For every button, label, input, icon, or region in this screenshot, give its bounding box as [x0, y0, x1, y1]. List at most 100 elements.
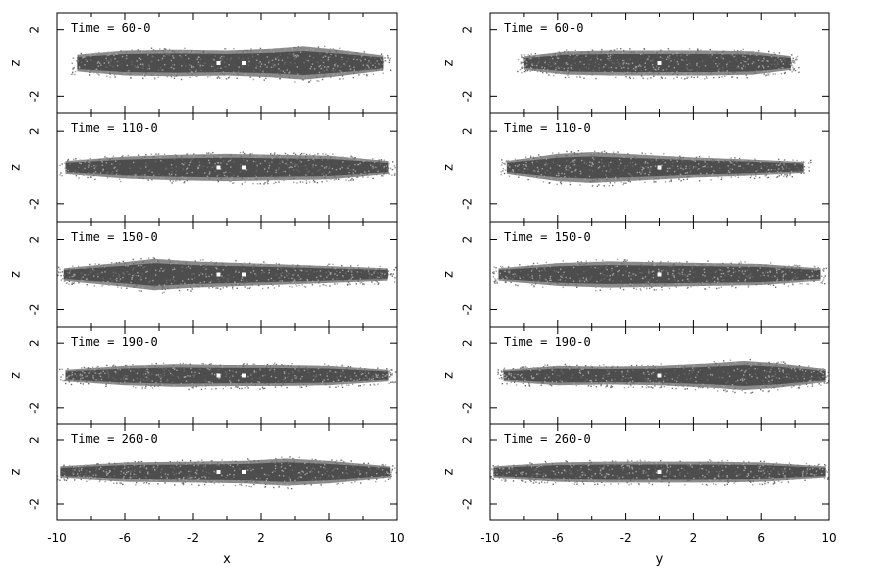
density-speck — [95, 366, 98, 369]
density-speck — [189, 460, 192, 462]
density-speck — [119, 368, 121, 371]
density-speck — [139, 465, 142, 468]
density-speck — [342, 369, 344, 372]
density-speck — [738, 157, 741, 160]
density-speck — [89, 370, 91, 372]
density-speck — [70, 73, 73, 75]
density-speck — [315, 76, 318, 78]
density-speck — [748, 368, 750, 370]
density-speck — [241, 65, 244, 68]
density-speck — [157, 464, 159, 467]
density-speck — [137, 66, 139, 68]
density-speck — [623, 66, 625, 69]
density-speck — [744, 392, 746, 394]
density-speck — [282, 365, 285, 367]
density-speck — [285, 178, 288, 181]
density-speck — [757, 59, 760, 61]
density-speck — [766, 74, 768, 76]
density-speck — [97, 65, 99, 67]
density-speck — [324, 45, 326, 48]
density-speck — [135, 66, 137, 69]
density-speck — [579, 76, 581, 78]
density-speck — [609, 51, 611, 53]
density-speck — [173, 384, 175, 386]
density-speck — [165, 48, 167, 51]
density-speck — [182, 362, 184, 365]
density-speck — [630, 284, 632, 287]
density-speck — [778, 52, 781, 54]
center-marker — [657, 272, 662, 277]
density-speck — [106, 369, 108, 371]
density-speck — [570, 67, 572, 69]
density-speck — [208, 477, 210, 479]
density-speck — [157, 483, 159, 485]
density-speck — [163, 291, 165, 293]
density-speck — [327, 60, 329, 62]
density-speck — [72, 379, 74, 382]
density-speck — [308, 170, 310, 172]
density-speck — [147, 54, 149, 56]
density-speck — [288, 476, 290, 479]
density-speck — [659, 262, 662, 264]
density-speck — [661, 57, 664, 59]
density-speck — [641, 172, 643, 174]
density-speck — [202, 259, 204, 261]
density-speck — [591, 381, 593, 383]
density-speck — [622, 169, 624, 172]
density-speck — [599, 272, 602, 275]
density-speck — [133, 274, 135, 276]
density-speck — [721, 177, 723, 179]
density-speck — [702, 166, 704, 168]
density-speck — [811, 383, 814, 385]
density-speck — [676, 160, 678, 163]
density-speck — [541, 68, 543, 70]
density-speck — [799, 267, 801, 269]
density-speck — [137, 265, 140, 267]
density-speck — [123, 273, 125, 275]
density-speck — [71, 371, 73, 374]
density-speck — [128, 175, 130, 177]
density-speck — [621, 155, 623, 157]
density-speck — [326, 180, 328, 182]
density-speck — [319, 374, 322, 376]
density-speck — [293, 51, 295, 53]
density-speck — [226, 474, 229, 477]
density-speck — [356, 158, 358, 161]
density-speck — [532, 158, 534, 161]
density-speck — [549, 279, 551, 282]
density-speck — [600, 279, 602, 281]
density-speck — [71, 465, 74, 468]
density-speck — [284, 48, 286, 51]
density-speck — [82, 280, 84, 282]
density-speck — [277, 63, 280, 65]
density-speck — [152, 56, 154, 58]
density-speck — [249, 262, 251, 264]
density-speck — [616, 258, 619, 261]
density-speck — [291, 370, 294, 373]
density-speck — [734, 391, 736, 394]
density-speck — [201, 362, 203, 365]
density-speck — [255, 170, 258, 172]
y-axis-label: z — [442, 59, 457, 66]
density-speck — [610, 168, 612, 171]
density-speck — [339, 47, 341, 50]
density-speck — [625, 182, 627, 184]
density-speck — [680, 77, 683, 79]
density-speck — [351, 168, 354, 171]
density-speck — [181, 65, 183, 67]
density-speck — [679, 366, 681, 368]
density-speck — [583, 63, 585, 66]
density-speck — [675, 286, 677, 288]
density-speck — [214, 263, 216, 265]
density-speck — [354, 372, 356, 374]
density-speck — [764, 282, 766, 284]
density-speck — [352, 76, 355, 79]
density-speck — [722, 57, 724, 60]
density-speck — [721, 57, 723, 59]
density-speck — [585, 277, 588, 279]
density-speck — [361, 55, 363, 57]
density-speck — [796, 367, 798, 369]
density-speck — [115, 160, 117, 162]
density-speck — [597, 152, 600, 154]
